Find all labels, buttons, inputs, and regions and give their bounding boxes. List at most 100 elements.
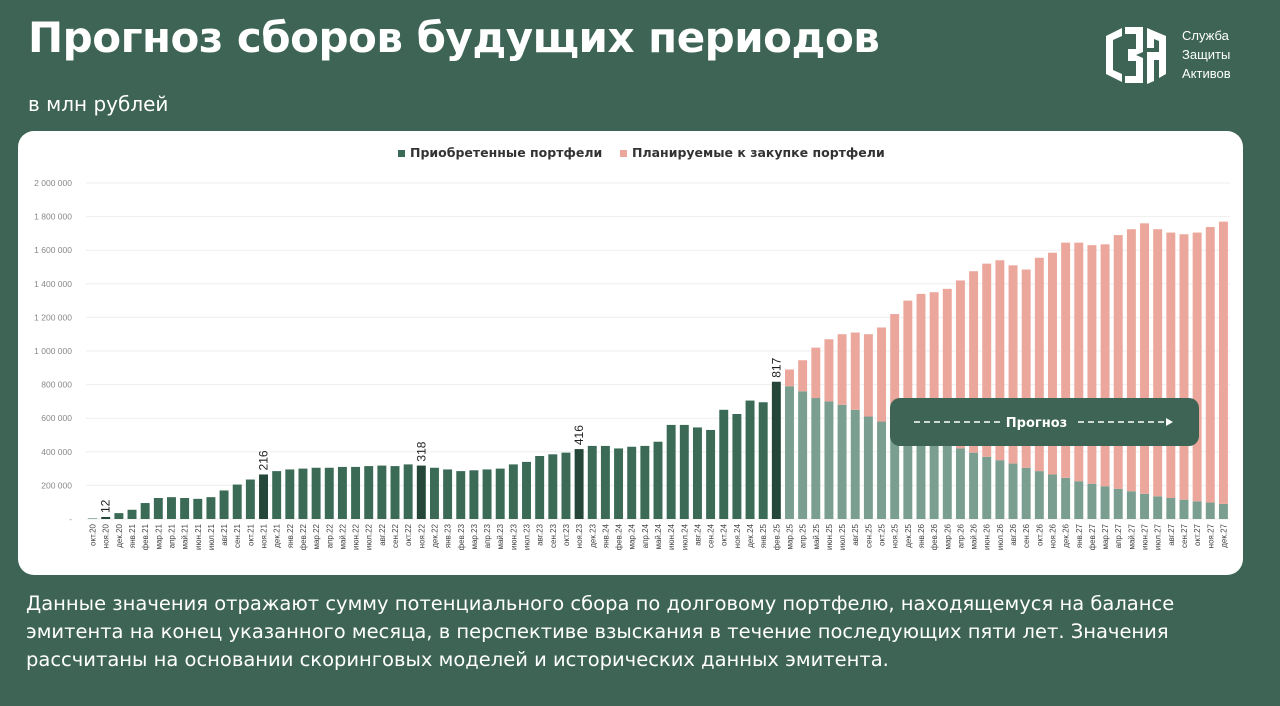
x-tick-label: авг.26 [1009,523,1018,545]
x-tick-label: апр.26 [956,523,965,548]
y-tick-label: 200 000 [41,480,72,490]
logo-line-1: Служба [1182,28,1229,43]
bar-acquired [890,426,900,519]
bar-acquired [1179,499,1189,519]
x-tick-label: дек.23 [588,523,597,547]
bar-acquired [877,421,887,519]
x-tick-label: июн.24 [667,523,676,550]
bar-acquired [1074,481,1084,519]
bar-acquired [758,402,768,519]
company-logo: Служба Защиты Активов [1100,14,1250,96]
bar-planned [1034,257,1044,472]
logo-line-3: Активов [1182,66,1231,81]
x-tick-label: сен.21 [233,523,242,548]
bar-planned [1179,234,1189,500]
data-label: 12 [99,499,113,513]
bar-planned [1021,269,1031,468]
bar-acquired [1126,491,1136,519]
bar-acquired [390,466,400,519]
x-tick-label: мар.26 [943,523,952,549]
x-tick-label: июн.27 [1141,523,1150,550]
bar-planned [955,280,965,449]
bar-acquired [982,456,992,519]
bar-acquired [219,490,229,519]
x-tick-label: май.27 [1127,523,1136,549]
x-tick-label: дек.22 [430,523,439,547]
y-tick-label: 400 000 [41,447,72,457]
x-tick-label: янв.21 [128,523,137,548]
bar-acquired [587,445,597,519]
x-tick-label: окт.21 [246,523,255,545]
x-tick-label: дек.24 [746,523,755,547]
bar-acquired [88,518,98,519]
x-tick-label: июл.21 [207,523,216,550]
bar-acquired [771,381,781,519]
x-tick-label: июл.26 [996,523,1005,550]
x-tick-label: май.21 [181,523,190,549]
x-tick-label: ноя.25 [891,523,900,548]
bar-acquired [429,467,439,519]
logo-line-2: Защиты [1182,47,1231,62]
legend-swatch-2 [620,150,627,157]
chart-card: - 200 000 400 000 600 000 800 000 1 000 000 1 … [18,131,1243,575]
bar-planned [837,334,847,405]
bar-acquired [614,448,624,519]
x-tick-label: апр.21 [167,523,176,548]
x-tick-label: авг.21 [220,523,229,545]
x-tick-label: окт.24 [720,523,729,545]
x-tick-label: июн.23 [509,523,518,550]
x-tick-label: мар.23 [470,523,479,549]
x-tick-label: окт.23 [562,523,571,545]
bar-acquired [193,498,203,519]
legend-swatch-1 [398,150,405,157]
forecast-annotation-box [890,398,1199,446]
x-tick-label: апр.24 [641,523,650,548]
x-tick-label: июл.24 [680,523,689,550]
bar-acquired [798,391,808,519]
logo-text: Служба Защиты Активов [1182,26,1231,83]
bar-acquired [508,464,518,519]
bar-acquired [929,440,939,519]
x-tick-label: фев.26 [930,523,939,550]
bar-acquired [942,443,952,519]
x-tick-label: ноя.21 [260,523,269,548]
x-tick-label: дек.27 [1219,523,1228,547]
data-label: 318 [414,441,428,461]
bar-acquired [311,467,321,519]
x-tick-label: янв.24 [601,523,610,548]
x-tick-label: сен.26 [1022,523,1031,548]
bar-planned [1061,242,1071,478]
bar-acquired [1061,477,1071,519]
y-tick-label: - [69,514,72,524]
bar-acquired [679,424,689,519]
bar-acquired [903,431,913,519]
bar-acquired [1008,463,1018,519]
x-tick-label: фев.25 [772,523,781,550]
bar-acquired [863,416,873,519]
x-tick-label: сен.27 [1180,523,1189,548]
x-tick-label: авг.24 [693,523,702,545]
bar-acquired [824,401,834,519]
x-tick-label: янв.23 [444,523,453,548]
bar-acquired [1021,467,1031,519]
y-tick-label: 600 000 [41,413,72,423]
bar-acquired [495,468,505,519]
page-subtitle: в млн рублей [28,92,169,116]
data-label: 817 [769,357,783,377]
bar-acquired [666,424,676,519]
bar-acquired [561,452,571,519]
bar-planned [811,347,821,399]
bar-planned [1048,252,1057,475]
bar-planned [824,339,834,402]
x-tick-label: сен.25 [864,523,873,548]
y-tick-label: 1 800 000 [34,212,72,222]
x-tick-label: ноя.24 [733,523,742,548]
bar-acquired [469,470,479,519]
bar-acquired [692,427,702,519]
x-tick-label: дек.25 [904,523,913,547]
x-tick-label: мар.24 [628,523,637,549]
x-tick-label: авг.27 [1167,523,1176,545]
x-tick-label: ноя.20 [102,523,111,548]
x-tick-label: янв.22 [286,523,295,548]
bar-acquired [706,429,716,519]
